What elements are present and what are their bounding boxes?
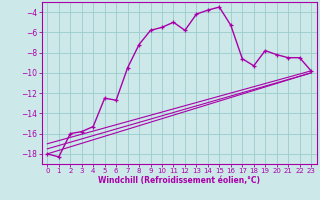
X-axis label: Windchill (Refroidissement éolien,°C): Windchill (Refroidissement éolien,°C) <box>98 176 260 185</box>
